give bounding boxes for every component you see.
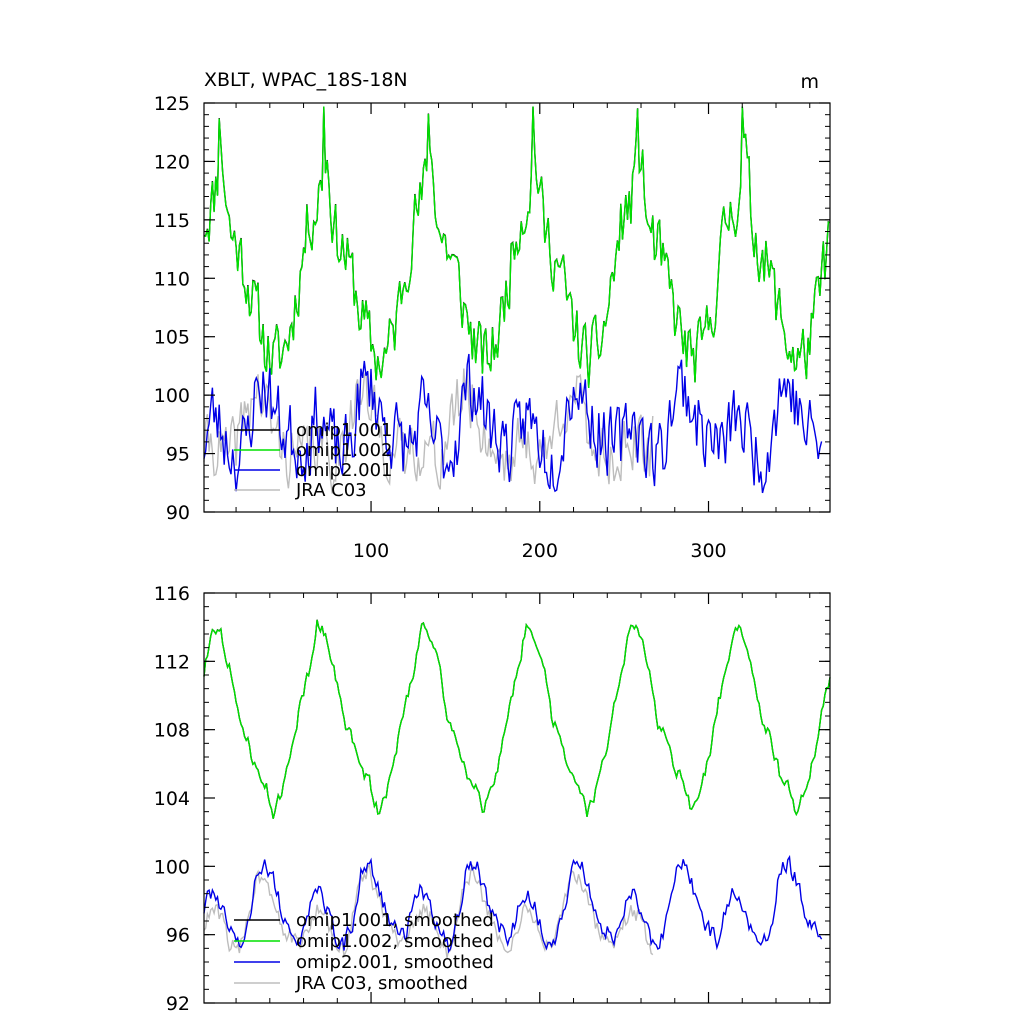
y-tick-label: 120 xyxy=(154,151,190,173)
y-tick-label: 90 xyxy=(166,502,190,524)
legend-label: omip1.002 xyxy=(296,440,393,461)
y-tick-label: 92 xyxy=(166,993,190,1015)
series-line-1 xyxy=(203,619,831,819)
series-line-3 xyxy=(203,862,654,959)
units-label: m xyxy=(800,71,819,93)
y-tick-label: 115 xyxy=(154,210,190,232)
legend-label: omip1.001 xyxy=(296,420,393,441)
plot-frame xyxy=(203,102,831,513)
y-tick-label: 110 xyxy=(154,268,190,290)
legend-label: JRA C03 xyxy=(295,480,367,501)
y-tick-label: 112 xyxy=(154,651,190,673)
y-tick-label: 105 xyxy=(154,327,190,349)
figure-title: XBLT, WPAC_18S-18N xyxy=(204,69,408,91)
x-tick-label: 300 xyxy=(690,540,726,562)
legend-label: omip1.002, smoothed xyxy=(296,931,494,952)
legend-label: JRA C03, smoothed xyxy=(295,973,468,994)
x-tick-label: 100 xyxy=(353,540,389,562)
series-line-2 xyxy=(203,353,823,494)
y-tick-label: 104 xyxy=(154,788,190,810)
x-tick-label: 200 xyxy=(522,540,558,562)
y-tick-label: 108 xyxy=(154,720,190,742)
legend-label: omip2.001 xyxy=(296,460,393,481)
y-tick-label: 100 xyxy=(154,385,190,407)
y-tick-label: 95 xyxy=(166,444,190,466)
y-tick-label: 116 xyxy=(154,583,190,605)
y-tick-label: 100 xyxy=(154,856,190,878)
y-tick-label: 125 xyxy=(154,93,190,115)
top-panel: 90 95 100 105 110 115 120 125 100 200 300 omip1.001… xyxy=(154,93,831,562)
series-line-1 xyxy=(203,106,831,388)
y-tick-label: 96 xyxy=(166,925,190,947)
legend-label: omip2.001, smoothed xyxy=(296,952,494,973)
series-line-2 xyxy=(203,854,823,954)
legend-label: omip1.001, smoothed xyxy=(296,910,494,931)
